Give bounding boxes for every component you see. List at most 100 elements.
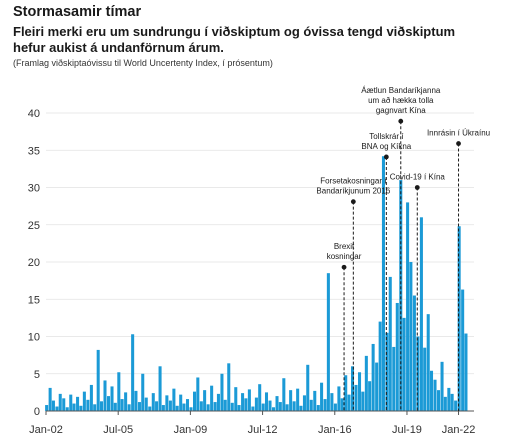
bar: [378, 321, 382, 411]
bar: [254, 397, 258, 411]
x-axis: Jan-02 Jul-05 Jan-09 Jul-12 Jan-16 Jul-19 Jan-…: [29, 410, 476, 436]
bar: [388, 276, 392, 411]
bar: [89, 384, 93, 411]
bar: [127, 404, 131, 411]
bar: [223, 399, 227, 411]
bar: [306, 364, 310, 411]
x-tick-label: Jan-16: [318, 424, 352, 436]
bar: [292, 401, 296, 411]
bar: [426, 314, 430, 411]
y-tick-label: 30: [28, 183, 40, 195]
bar: [203, 390, 207, 411]
bar: [120, 399, 124, 411]
bar: [117, 372, 121, 411]
bar: [230, 402, 234, 411]
bar: [55, 406, 59, 411]
bar: [320, 382, 324, 411]
bar: [193, 391, 197, 411]
bar: [234, 387, 238, 411]
bar: [423, 347, 427, 411]
bar: [461, 289, 465, 411]
bar: [450, 393, 454, 411]
bar: [82, 391, 86, 411]
annotation-label: Áætlun Bandaríkjanna: [361, 86, 441, 95]
annotation-label: Covid-19 í Kína: [390, 173, 446, 182]
bar: [416, 336, 420, 411]
bar: [409, 262, 413, 411]
x-tick-label: Jan-02: [29, 424, 63, 436]
bar: [62, 398, 66, 411]
y-tick-label: 5: [34, 369, 40, 381]
bar: [251, 406, 255, 411]
bar: [144, 397, 148, 411]
bar: [340, 398, 344, 411]
bar: [296, 388, 300, 411]
bar: [206, 404, 210, 411]
bar: [323, 399, 327, 411]
x-tick-label: Jan-09: [174, 424, 208, 436]
annotation-label: Innrásin í Úkraínu: [427, 129, 490, 138]
bar: [440, 361, 444, 411]
y-tick-label: 20: [28, 257, 40, 269]
y-tick-label: 40: [28, 108, 40, 120]
bar: [412, 295, 416, 411]
bar: [275, 396, 279, 411]
bar: [385, 332, 389, 411]
bar: [165, 395, 169, 411]
x-tick-label: Jan-22: [442, 424, 476, 436]
chart-subtitle: Fleiri merki eru um sundrungu í viðskipt…: [13, 24, 456, 55]
annotation-label: Forsetakosningar í: [320, 177, 387, 186]
bar: [406, 202, 410, 411]
bar: [110, 386, 114, 411]
annotation-marker: [456, 141, 461, 146]
bar: [175, 405, 179, 411]
bar: [161, 405, 165, 411]
bar: [151, 393, 155, 411]
bar: [399, 180, 403, 411]
bar: [278, 402, 282, 411]
bar: [443, 396, 447, 411]
y-tick-label: 0: [34, 406, 40, 418]
bar: [168, 400, 172, 411]
bar: [141, 373, 145, 411]
bar: [172, 388, 176, 411]
bar: [76, 396, 80, 411]
bar: [182, 403, 186, 411]
bar: [375, 362, 379, 411]
bar: [333, 403, 337, 411]
x-tick-label: Jul-12: [248, 424, 278, 436]
bar: [241, 393, 245, 411]
bar: [220, 373, 224, 411]
bar: [457, 226, 461, 411]
bar: [344, 375, 348, 411]
bar: [358, 372, 362, 411]
bar: [148, 406, 152, 411]
bar: [264, 392, 269, 412]
bar: [337, 386, 341, 411]
annotation-label: Tollskrár í: [369, 132, 404, 141]
bar: [347, 394, 351, 411]
bar: [381, 156, 385, 411]
bar: [213, 402, 217, 411]
bar: [433, 379, 437, 411]
annotation-label: BNA og Kíkna: [361, 142, 411, 151]
bar: [316, 405, 320, 411]
y-tick-label: 25: [28, 220, 40, 232]
annotation-label: um að hækka tolla: [368, 96, 434, 105]
bar: [134, 390, 138, 411]
bar: [309, 399, 313, 411]
bar: [302, 395, 306, 411]
y-tick-label: 15: [28, 294, 40, 306]
bar: [299, 405, 303, 411]
bar: [419, 217, 423, 411]
bar: [199, 401, 203, 411]
y-axis: 0 5 10 15 20 25 30 35 40: [28, 108, 40, 418]
bar: [93, 404, 97, 411]
bar: [261, 403, 265, 411]
annotation-marker: [414, 185, 420, 190]
x-tick-label: Jul-05: [103, 424, 133, 436]
bar: [268, 400, 272, 411]
bar: [392, 346, 396, 411]
bar: [326, 273, 330, 411]
bar: [258, 384, 262, 411]
